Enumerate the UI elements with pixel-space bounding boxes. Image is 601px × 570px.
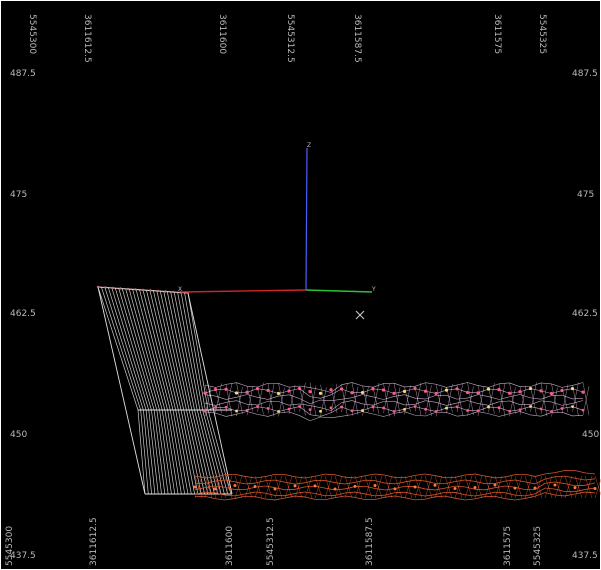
elevation-label-right: 462.5: [572, 309, 598, 319]
z-axis-label: Z: [307, 142, 311, 149]
coordinate-label-top: 3611600: [217, 14, 227, 54]
elevation-label-left: 475: [10, 190, 27, 200]
z-axis-line: [305, 147, 308, 291]
coordinate-label-top: 3611587.5: [352, 14, 362, 63]
coordinate-scale-bottom: 5545300 3611612.5 3611600 5545312.5 3611…: [5, 517, 543, 566]
elevation-scale-right: 487.5 475 462.5 450 437.5: [572, 69, 599, 561]
coordinate-label-top: 5545300: [27, 14, 37, 54]
elevation-scale-left: 487.5 475 462.5 450 437.5: [10, 69, 36, 561]
coordinate-label-top: 3611575: [492, 14, 502, 54]
coordinate-label-bottom: 5545312.5: [266, 517, 276, 566]
mesh-layer: [96, 285, 601, 501]
elevation-label-right: 437.5: [572, 551, 598, 561]
coordinate-scale-top: 5545300 3611612.5 3611600 5545312.5 3611…: [27, 14, 547, 63]
elevation-label-right: 450: [582, 430, 599, 440]
elevation-label-left: 437.5: [10, 551, 36, 561]
elevation-label-right: 475: [577, 190, 594, 200]
cross-marker-icon[interactable]: [355, 310, 365, 320]
coordinate-label-top: 3611612.5: [82, 14, 92, 63]
coordinate-label-top: 5545325: [537, 14, 547, 54]
coordinate-label-bottom: 5545325: [533, 526, 543, 566]
coordinate-label-bottom: 3611612.5: [89, 517, 99, 566]
coordinate-label-bottom: 3611575: [503, 526, 513, 566]
elevation-label-left: 487.5: [10, 69, 36, 79]
coordinate-label-top: 5545312.5: [285, 14, 295, 63]
elevation-label-left: 450: [10, 430, 27, 440]
elevation-label-right: 487.5: [572, 69, 598, 79]
y-axis-label: Y: [371, 286, 376, 293]
x-axis-label: X: [178, 286, 182, 293]
coordinate-label-bottom: 3611587.5: [365, 517, 375, 566]
y-axis-line: [305, 289, 373, 293]
coordinate-label-bottom: 3611600: [225, 526, 235, 566]
elevation-label-left: 462.5: [10, 309, 36, 319]
x-axis-line: [180, 289, 307, 293]
coordinate-label-bottom: 5545300: [5, 526, 15, 566]
axis-gizmo[interactable]: Z X Y: [178, 142, 376, 293]
